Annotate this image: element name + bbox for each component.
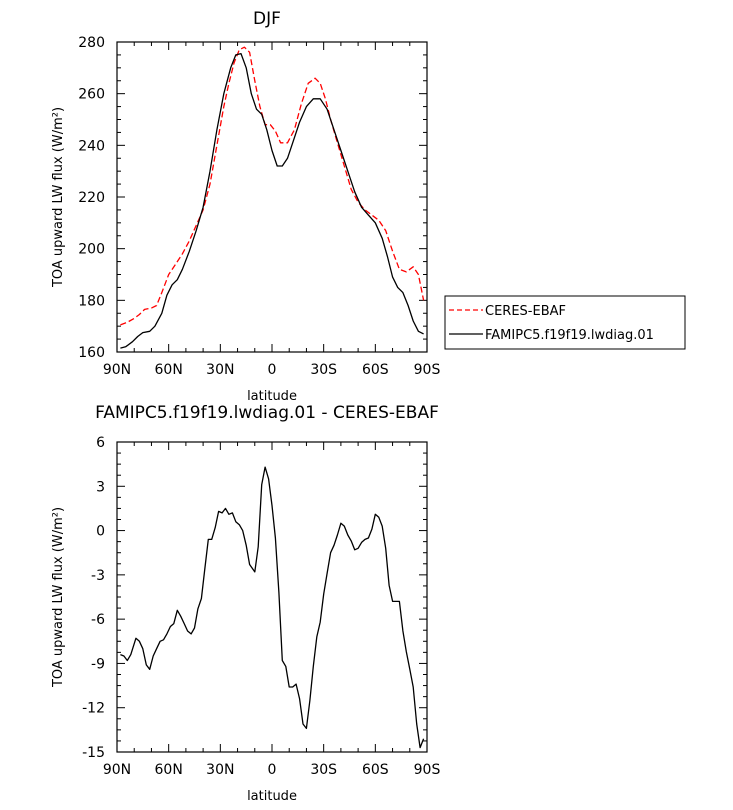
- top-panel: DJF 90N 60N 30N 0 30S 60S 90S 160 180 200 220 240 26…: [51, 9, 440, 404]
- top-y-tick-label: 160: [78, 345, 105, 361]
- bottom-x-tick-label: 60N: [155, 762, 183, 778]
- bottom-series-line-difference: [120, 466, 425, 749]
- top-y-tick-label: 180: [78, 293, 105, 309]
- top-x-tick-label: 60S: [362, 362, 389, 378]
- bottom-plot-frame: [116, 441, 428, 753]
- top-series-group: [120, 46, 425, 349]
- top-series-line-ceres-ebaf: [120, 46, 425, 326]
- legend-box: [444, 295, 686, 350]
- top-y-axis-label: TOA upward LW flux (W/m²): [51, 107, 66, 288]
- bottom-x-tick-label: 90S: [414, 762, 441, 778]
- bottom-x-tick-label: 30N: [206, 762, 234, 778]
- top-x-tick-label: 30N: [206, 362, 234, 378]
- legend-label-model: FAMIPC5.f19f19.lwdiag.01: [485, 328, 654, 343]
- bottom-x-tick-label: 0: [268, 762, 277, 778]
- top-y-tick-label: 200: [78, 242, 105, 258]
- top-series-line-famipc5-f19f19-lwdiag-01: [120, 52, 424, 349]
- bottom-y-tick-label: -3: [91, 568, 105, 584]
- bottom-y-tick-label: -9: [91, 656, 105, 672]
- bottom-y-tick-label: -6: [91, 612, 105, 628]
- legend-label-ceres: CERES-EBAF: [485, 304, 566, 319]
- top-x-tick-label: 60N: [155, 362, 183, 378]
- bottom-axes-ticks: 90N 60N 30N 0 30S 60S 90S -15 -12 -9 -6 -3 0 3 6: [82, 435, 440, 778]
- bottom-y-tick-label: 0: [96, 524, 105, 540]
- legend: CERES-EBAF FAMIPC5.f19f19.lwdiag.01: [444, 295, 686, 350]
- top-x-tick-label: 0: [268, 362, 277, 378]
- top-x-tick-label: 90S: [414, 362, 441, 378]
- bottom-x-tick-label: 60S: [362, 762, 389, 778]
- top-y-tick-label: 240: [78, 138, 105, 154]
- bottom-y-tick-label: -12: [82, 701, 105, 717]
- top-y-tick-label: 220: [78, 190, 105, 206]
- top-chart-title: DJF: [253, 9, 281, 29]
- top-x-axis-label: latitude: [247, 389, 297, 404]
- top-y-tick-label: 280: [78, 35, 105, 51]
- bottom-y-axis-label: TOA upward LW flux (W/m²): [51, 507, 66, 688]
- bottom-x-tick-label: 90N: [103, 762, 131, 778]
- bottom-y-tick-label: 6: [96, 435, 105, 451]
- top-y-tick-label: 260: [78, 87, 105, 103]
- bottom-chart-title: FAMIPC5.f19f19.lwdiag.01 - CERES-EBAF: [95, 403, 439, 423]
- top-x-tick-label: 30S: [310, 362, 337, 378]
- bottom-x-axis-label: latitude: [247, 789, 297, 804]
- bottom-y-tick-label: -15: [82, 745, 105, 761]
- top-x-tick-label: 90N: [103, 362, 131, 378]
- top-axes-ticks: 90N 60N 30N 0 30S 60S 90S 160 180 200 220 240 260 280: [78, 35, 440, 378]
- bottom-x-tick-label: 30S: [310, 762, 337, 778]
- bottom-y-tick-label: 3: [96, 479, 105, 495]
- bottom-series-group: [120, 466, 425, 749]
- bottom-panel: FAMIPC5.f19f19.lwdiag.01 - CERES-EBAF 90…: [51, 403, 440, 804]
